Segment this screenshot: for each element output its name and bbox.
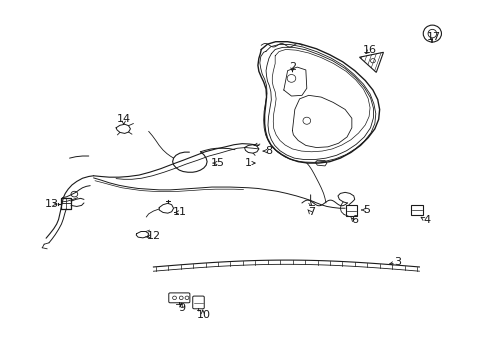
Text: 1: 1 — [244, 158, 251, 168]
Text: 8: 8 — [264, 146, 271, 156]
Text: 11: 11 — [172, 207, 186, 217]
Text: 7: 7 — [307, 207, 314, 217]
Text: 9: 9 — [178, 303, 185, 313]
Text: 17: 17 — [426, 32, 440, 42]
Text: 13: 13 — [45, 199, 59, 209]
Text: 6: 6 — [350, 215, 358, 225]
Text: 10: 10 — [196, 310, 210, 320]
Text: 3: 3 — [393, 257, 401, 267]
Text: 14: 14 — [117, 114, 130, 124]
Text: 4: 4 — [422, 215, 429, 225]
Text: 16: 16 — [362, 45, 376, 55]
Text: 5: 5 — [363, 205, 369, 215]
Text: 15: 15 — [211, 158, 224, 168]
Ellipse shape — [423, 25, 441, 42]
Text: 12: 12 — [146, 231, 160, 242]
Text: 2: 2 — [288, 62, 295, 72]
